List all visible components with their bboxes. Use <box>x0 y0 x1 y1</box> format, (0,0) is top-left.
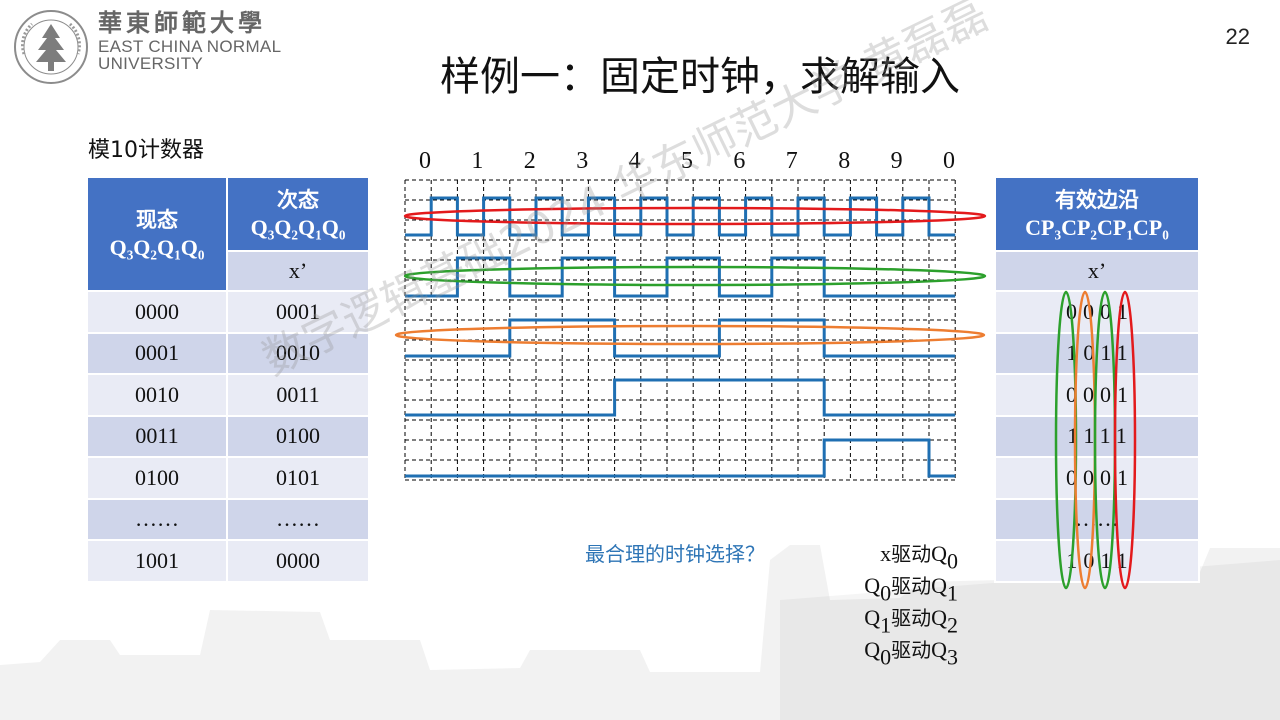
count-label: 3 <box>576 148 588 174</box>
edge-bits-cell: …… <box>995 499 1199 541</box>
count-label: 8 <box>838 148 850 174</box>
next-state-cell: 0100 <box>227 416 369 458</box>
edge-table-row: 0001 <box>995 374 1199 416</box>
state-table-row: 0000 0001 <box>87 291 369 333</box>
university-wordmark: 華東師範大學 EAST CHINA NORMAL UNIVERSITY <box>98 8 281 72</box>
next-state-cell: 0101 <box>227 457 369 499</box>
edge-subheader: x’ <box>995 251 1199 291</box>
university-seal-logo <box>12 8 90 86</box>
drive-line: Q0驱动Q3 <box>838 634 958 666</box>
count-label: 7 <box>786 148 798 174</box>
count-label: 4 <box>629 148 641 174</box>
drive-line: Q1驱动Q2 <box>838 602 958 634</box>
state-table-row: 0011 0100 <box>87 416 369 458</box>
slide-title: 样例一：固定时钟，求解输入 <box>440 44 960 102</box>
state-table-row: ………… <box>87 499 369 541</box>
logo-english-line1: EAST CHINA NORMAL <box>98 38 281 55</box>
count-label: 6 <box>733 148 745 174</box>
edge-bits-cell: 1111 <box>995 416 1199 458</box>
waveform-signal <box>405 440 955 476</box>
next-state-cell: 0010 <box>227 333 369 375</box>
next-state-subheader: x’ <box>227 251 369 291</box>
waveform-signal <box>405 258 955 296</box>
next-state-bits-label: Q3Q2Q1Q0 <box>251 215 346 240</box>
present-state-cell: 0001 <box>87 333 227 375</box>
edge-bits-cell: 0001 <box>995 374 1199 416</box>
edge-table-row: 0001 <box>995 291 1199 333</box>
count-label: 2 <box>524 148 536 174</box>
present-state-bits-label: Q3Q2Q1Q0 <box>110 235 205 260</box>
edge-table-row: 0001 <box>995 457 1199 499</box>
counter-label: 模10计数器 <box>88 132 204 164</box>
count-label: 9 <box>891 148 903 174</box>
waveform-signal <box>405 380 955 415</box>
state-table-row: 0001 0010 <box>87 333 369 375</box>
logo-chinese-name: 華東師範大學 <box>98 8 281 38</box>
logo-english-line2: UNIVERSITY <box>98 55 281 72</box>
count-label: 1 <box>471 148 483 174</box>
edge-bits-cell: 0001 <box>995 291 1199 333</box>
present-state-cell: …… <box>87 499 227 541</box>
edge-header: 有效边沿 CP3CP2CP1CP0 <box>995 177 1199 251</box>
edge-header-bits-label: CP3CP2CP1CP0 <box>1025 215 1169 240</box>
present-state-label: 现态 <box>136 208 178 232</box>
count-label: 0 <box>943 148 955 174</box>
next-state-header: 次态 Q3Q2Q1Q0 <box>227 177 369 251</box>
timing-diagram: 0 1 2 3 4 5 6 7 8 9 0 <box>400 140 1000 500</box>
next-state-label: 次态 <box>277 188 319 212</box>
page-number: 22 <box>1226 24 1250 50</box>
state-table-row: 0010 0011 <box>87 374 369 416</box>
drive-line: Q0驱动Q1 <box>838 570 958 602</box>
present-state-cell: 1001 <box>87 540 227 582</box>
effective-edge-table: 有效边沿 CP3CP2CP1CP0 x’ 0001 1011 0001 1111 000… <box>994 176 1200 583</box>
drive-line: x驱动Q0 <box>838 538 958 570</box>
edge-header-label: 有效边沿 <box>1055 188 1139 212</box>
state-table-row: 1001 0000 <box>87 540 369 582</box>
edge-table-row: …… <box>995 499 1199 541</box>
waveform-signal <box>405 320 955 356</box>
state-table-row: 0100 0101 <box>87 457 369 499</box>
present-state-cell: 0011 <box>87 416 227 458</box>
state-transition-table: 现态 Q3Q2Q1Q0 次态 Q3Q2Q1Q0 x’ 0000 0001 0001 0… <box>86 176 370 583</box>
edge-bits-cell: 1011 <box>995 540 1199 582</box>
edge-table-row: 1011 <box>995 333 1199 375</box>
present-state-cell: 0000 <box>87 291 227 333</box>
waveform-signal <box>405 198 955 235</box>
edge-bits-cell: 1011 <box>995 333 1199 375</box>
edge-bits-cell: 0001 <box>995 457 1199 499</box>
next-state-cell: …… <box>227 499 369 541</box>
count-label: 0 <box>419 148 431 174</box>
clock-drive-list: x驱动Q0 Q0驱动Q1 Q1驱动Q2 Q0驱动Q3 <box>838 538 958 666</box>
present-state-header: 现态 Q3Q2Q1Q0 <box>87 177 227 291</box>
count-label: 5 <box>681 148 693 174</box>
edge-table-row: 1111 <box>995 416 1199 458</box>
present-state-cell: 0100 <box>87 457 227 499</box>
state-table-body: 0000 0001 0001 0010 0010 0011 0011 0100 0100 0101… <box>87 291 369 582</box>
next-state-cell: 0000 <box>227 540 369 582</box>
clock-choice-question: 最合理的时钟选择？ <box>585 538 765 567</box>
present-state-cell: 0010 <box>87 374 227 416</box>
edge-table-body: 0001 1011 0001 1111 0001…… 1011 <box>995 291 1199 582</box>
next-state-cell: 0011 <box>227 374 369 416</box>
next-state-cell: 0001 <box>227 291 369 333</box>
timing-grid <box>405 180 957 480</box>
edge-table-row: 1011 <box>995 540 1199 582</box>
